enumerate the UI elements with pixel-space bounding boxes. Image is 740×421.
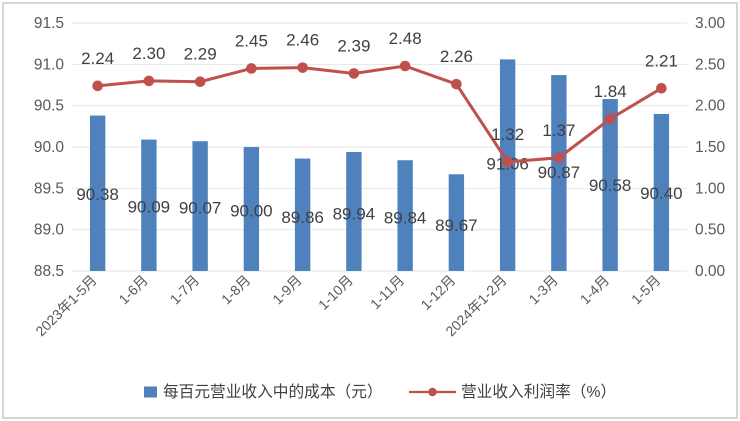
svg-text:90.87: 90.87: [538, 163, 581, 182]
svg-text:1-11月: 1-11月: [367, 272, 407, 312]
svg-text:1-9月: 1-9月: [269, 272, 305, 308]
svg-text:1-3月: 1-3月: [525, 272, 561, 308]
svg-text:90.58: 90.58: [589, 176, 632, 195]
svg-text:3.00: 3.00: [695, 15, 726, 32]
svg-text:2.39: 2.39: [337, 36, 370, 55]
svg-text:营业收入利润率（%）: 营业收入利润率（%）: [461, 383, 616, 401]
svg-text:90.38: 90.38: [76, 185, 119, 204]
svg-text:2.50: 2.50: [695, 56, 726, 73]
svg-text:1.32: 1.32: [491, 125, 524, 144]
svg-text:89.5: 89.5: [34, 180, 64, 197]
svg-text:90.0: 90.0: [34, 139, 65, 156]
svg-text:89.86: 89.86: [281, 208, 324, 227]
svg-text:90.07: 90.07: [179, 199, 222, 218]
svg-text:1.50: 1.50: [695, 139, 726, 156]
svg-text:89.84: 89.84: [384, 209, 427, 228]
svg-text:90.40: 90.40: [640, 184, 683, 203]
svg-text:1-8月: 1-8月: [218, 272, 254, 308]
svg-text:90.00: 90.00: [230, 202, 273, 221]
svg-text:89.94: 89.94: [333, 204, 376, 223]
svg-text:1-4月: 1-4月: [577, 272, 613, 308]
svg-text:91.0: 91.0: [34, 56, 65, 73]
svg-text:89.0: 89.0: [34, 222, 65, 239]
svg-text:2.46: 2.46: [286, 31, 319, 50]
svg-text:1.37: 1.37: [542, 121, 575, 140]
svg-text:0.50: 0.50: [695, 222, 726, 239]
svg-text:2.21: 2.21: [645, 51, 678, 70]
svg-text:1-5月: 1-5月: [628, 272, 664, 308]
svg-text:1-6月: 1-6月: [115, 272, 151, 308]
svg-text:1-7月: 1-7月: [167, 272, 203, 308]
svg-text:2023年1-5月: 2023年1-5月: [32, 272, 99, 339]
svg-text:1-12月: 1-12月: [417, 272, 458, 313]
svg-text:每百元营业收入中的成本（元）: 每百元营业收入中的成本（元）: [163, 383, 383, 401]
svg-text:89.67: 89.67: [435, 216, 478, 235]
svg-text:2.30: 2.30: [132, 44, 165, 63]
svg-text:2.24: 2.24: [81, 49, 114, 68]
svg-text:88.5: 88.5: [34, 263, 64, 280]
svg-text:2.29: 2.29: [184, 45, 217, 64]
svg-text:1.84: 1.84: [594, 82, 627, 101]
svg-text:90.5: 90.5: [34, 98, 64, 115]
svg-text:0.00: 0.00: [695, 263, 726, 280]
svg-text:1.00: 1.00: [695, 180, 726, 197]
svg-text:90.09: 90.09: [128, 198, 171, 217]
svg-text:91.5: 91.5: [34, 15, 64, 32]
svg-text:2.26: 2.26: [440, 47, 473, 66]
svg-text:1-10月: 1-10月: [315, 272, 356, 313]
svg-text:2.45: 2.45: [235, 31, 268, 50]
svg-text:2.00: 2.00: [695, 98, 726, 115]
svg-text:2.48: 2.48: [389, 29, 422, 48]
